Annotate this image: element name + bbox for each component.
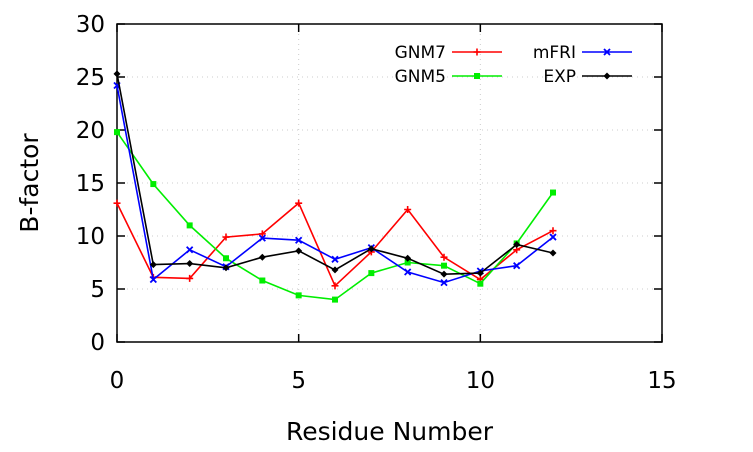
data-point-mfri bbox=[149, 275, 157, 284]
series-mfri bbox=[113, 81, 557, 287]
data-point-gnm7 bbox=[440, 253, 448, 261]
data-point-mfri bbox=[331, 255, 339, 263]
y-tick-label: 5 bbox=[90, 277, 105, 303]
legend-marker-mfri bbox=[603, 48, 611, 56]
plot-frame bbox=[116, 23, 663, 343]
data-point-exp bbox=[331, 266, 339, 274]
data-point-mfri bbox=[295, 236, 303, 244]
y-tick-label: 10 bbox=[76, 224, 105, 250]
y-tick-label: 25 bbox=[76, 65, 105, 91]
data-point-gnm5 bbox=[114, 129, 120, 136]
data-point-gnm7 bbox=[258, 230, 266, 238]
data-point-gnm5 bbox=[368, 270, 375, 277]
legend: GNM7 GNM5 mFRI EXP bbox=[395, 43, 632, 87]
y-tick-label: 30 bbox=[76, 12, 105, 38]
data-point-gnm5 bbox=[404, 259, 411, 266]
data-point-gnm5 bbox=[150, 181, 157, 188]
data-point-gnm7 bbox=[331, 282, 339, 290]
data-point-exp bbox=[367, 245, 375, 253]
legend-item-gnm5: GNM5 bbox=[395, 67, 502, 87]
data-point-gnm7 bbox=[549, 227, 557, 235]
series-layer bbox=[113, 70, 557, 303]
data-point-gnm5 bbox=[223, 255, 229, 262]
series-exp bbox=[113, 70, 557, 278]
data-point-gnm5 bbox=[477, 280, 484, 287]
data-point-exp bbox=[186, 260, 194, 268]
data-point-exp bbox=[258, 253, 266, 261]
legend-item-gnm7: GNM7 bbox=[395, 43, 502, 63]
axis-ticks: 0 5 10 15 20 25 30 0 5 10 15 bbox=[76, 12, 677, 394]
x-tick-label: 5 bbox=[291, 368, 306, 394]
series-line-mfri bbox=[116, 85, 554, 284]
data-point-exp bbox=[113, 70, 121, 78]
legend-label-mfri: mFRI bbox=[533, 43, 576, 63]
x-tick-label: 10 bbox=[466, 368, 495, 394]
data-point-gnm5 bbox=[295, 292, 302, 299]
data-point-gnm5 bbox=[186, 222, 193, 229]
data-point-mfri bbox=[440, 279, 448, 287]
data-point-exp bbox=[549, 249, 557, 257]
data-point-exp bbox=[404, 254, 412, 262]
data-point-mfri bbox=[513, 262, 521, 270]
legend-label-exp: EXP bbox=[543, 67, 576, 87]
data-point-mfri bbox=[404, 268, 412, 276]
data-point-gnm5 bbox=[259, 277, 266, 284]
series-line-gnm5 bbox=[116, 131, 554, 301]
data-point-gnm7 bbox=[404, 206, 412, 213]
data-point-mfri bbox=[549, 233, 557, 241]
data-point-exp bbox=[513, 240, 521, 248]
legend-marker-gnm7 bbox=[473, 48, 481, 56]
data-point-gnm5 bbox=[441, 262, 447, 269]
data-point-gnm5 bbox=[332, 296, 338, 303]
data-point-gnm7 bbox=[295, 199, 303, 207]
data-point-gnm5 bbox=[550, 189, 556, 196]
data-point-gnm7 bbox=[113, 199, 121, 207]
y-tick-label: 20 bbox=[76, 118, 105, 144]
legend-label-gnm5: GNM5 bbox=[395, 67, 446, 87]
data-point-exp bbox=[295, 247, 303, 255]
data-point-gnm7 bbox=[186, 274, 194, 282]
y-tick-label: 15 bbox=[76, 171, 105, 197]
y-tick-label: 0 bbox=[90, 330, 105, 356]
data-point-exp bbox=[440, 270, 448, 278]
legend-marker-gnm5 bbox=[474, 73, 480, 79]
data-point-exp bbox=[149, 261, 157, 269]
series-gnm7 bbox=[113, 199, 557, 290]
legend-item-exp: EXP bbox=[543, 67, 632, 87]
legend-label-gnm7: GNM7 bbox=[395, 43, 446, 63]
series-gnm5 bbox=[114, 129, 556, 303]
x-tick-label: 15 bbox=[647, 368, 676, 394]
data-point-gnm7 bbox=[222, 233, 230, 241]
x-tick-label: 0 bbox=[110, 368, 125, 394]
data-point-exp bbox=[476, 269, 484, 277]
x-axis-title: Residue Number bbox=[286, 417, 494, 446]
data-point-mfri bbox=[186, 246, 194, 254]
grid bbox=[117, 24, 662, 342]
series-line-exp bbox=[116, 73, 554, 276]
legend-marker-exp bbox=[603, 72, 611, 80]
data-point-exp bbox=[222, 264, 230, 272]
y-axis-title: B-factor bbox=[15, 133, 44, 233]
data-point-mfri bbox=[258, 234, 266, 242]
legend-item-mfri: mFRI bbox=[533, 43, 632, 63]
